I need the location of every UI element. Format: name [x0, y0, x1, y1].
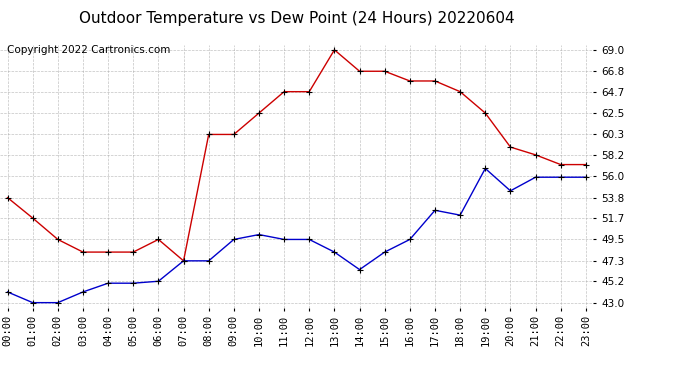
Text: Outdoor Temperature vs Dew Point (24 Hours) 20220604: Outdoor Temperature vs Dew Point (24 Hou… — [79, 11, 515, 26]
Text: Copyright 2022 Cartronics.com: Copyright 2022 Cartronics.com — [7, 45, 170, 55]
